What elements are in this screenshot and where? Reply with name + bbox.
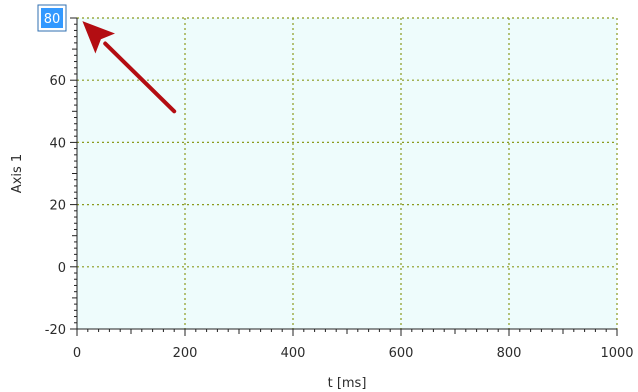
arrow-shaft [103,41,177,114]
x-tick-label: 1000 [600,346,633,361]
y-tick-label: 20 [49,199,66,214]
y-tick-label: -20 [45,323,66,338]
y-axis-title: Axis 1 [10,154,25,193]
x-tick-label: 200 [173,346,198,361]
axis-max-editor[interactable]: 80 [37,4,67,32]
arrow-head [82,21,115,54]
y-tick-label: 0 [58,261,66,276]
x-axis: 0 200 400 600 800 1000 [73,329,634,361]
axis-max-input-value[interactable]: 80 [44,12,61,27]
y-tick-label: 40 [49,136,66,151]
x-tick-label: 600 [389,346,414,361]
x-axis-title: t [ms] [328,376,367,391]
plot-area [77,18,617,329]
y-axis: -20 0 20 40 60 [45,17,77,338]
axis-max-selection [41,8,63,28]
x-tick-label: 400 [281,346,306,361]
x-tick-label: 800 [497,346,522,361]
x-tick-label: 0 [73,346,81,361]
grid-lines [77,17,618,329]
annotation-arrow [82,21,177,114]
y-tick-label: 60 [49,74,66,89]
